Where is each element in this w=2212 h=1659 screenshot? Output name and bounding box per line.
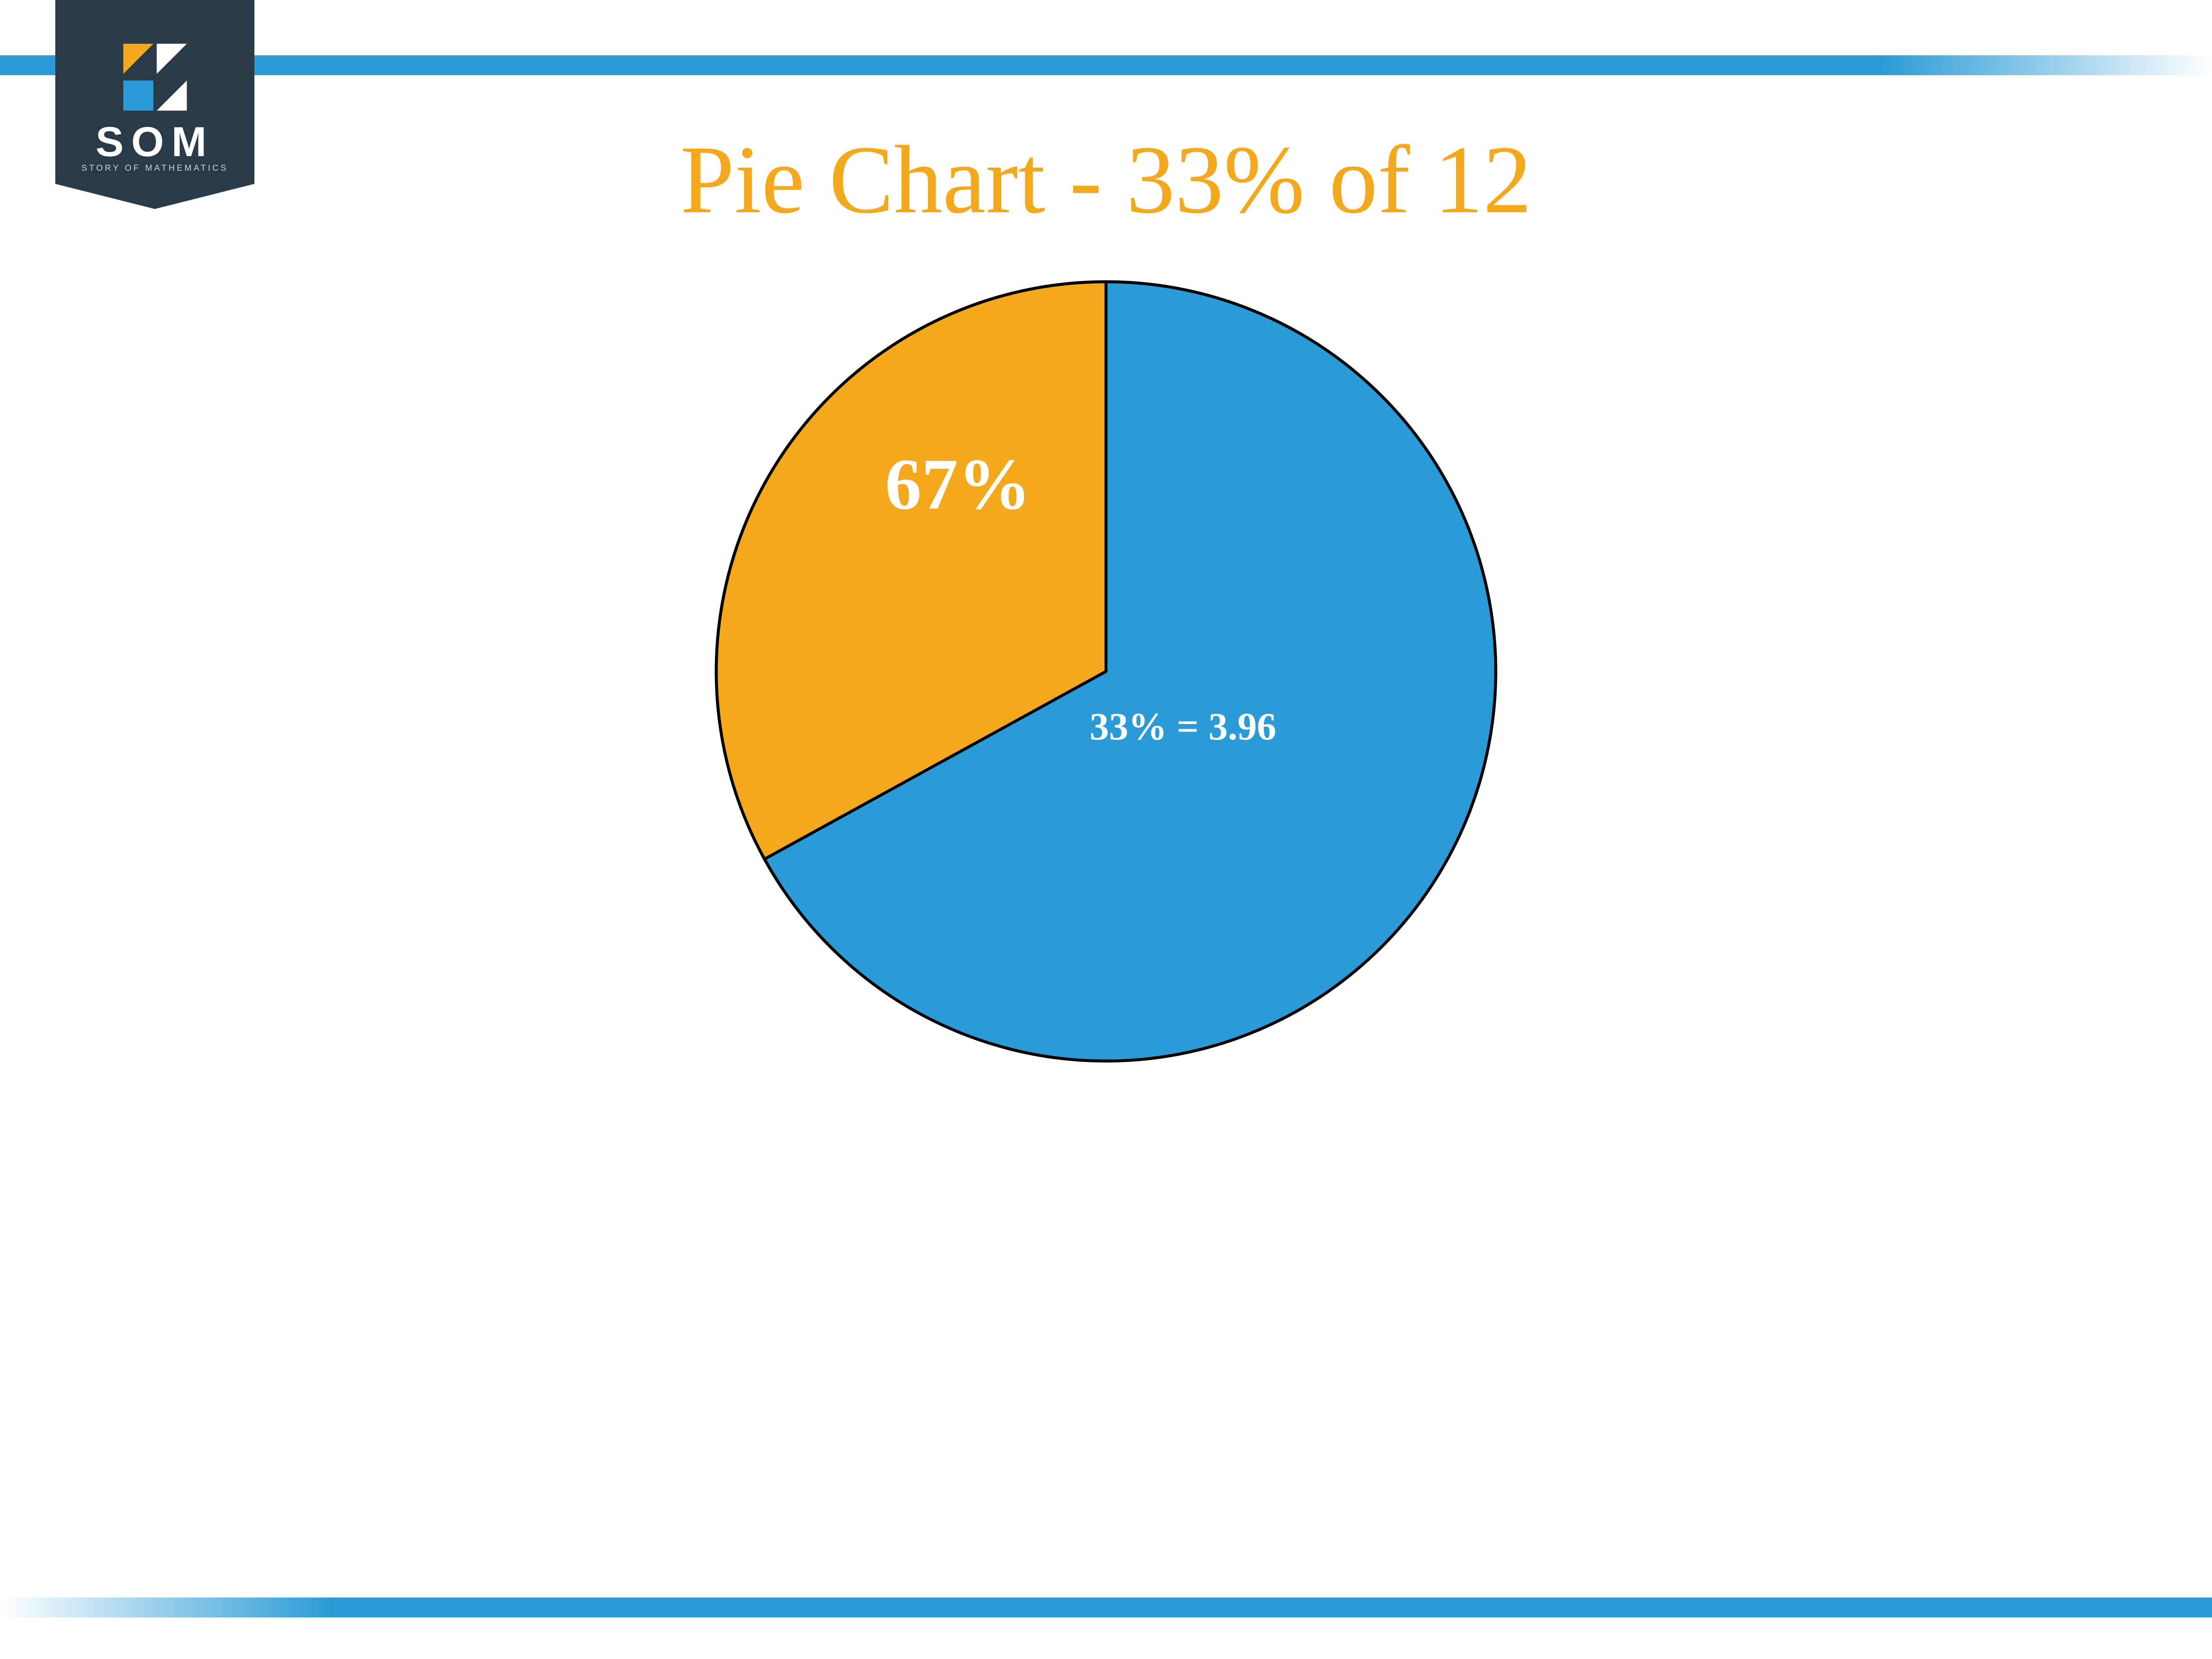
pie-svg [697,262,1515,1080]
brand-title: SOM [96,121,214,163]
logo-shape-tl [123,44,153,74]
top-accent-bar [0,55,2212,75]
brand-subtitle: STORY OF MATHEMATICS [81,164,228,173]
bottom-accent-bar [0,1598,2212,1617]
page-root: SOM STORY OF MATHEMATICS Pie Chart - 33%… [0,0,2212,1659]
slice-label-majority: 67% [885,442,1031,526]
slice-label-minority: 33% = 3.96 [1090,704,1276,749]
logo-shape-bl [123,80,153,111]
pie-chart: 67% 33% = 3.96 [697,262,1515,1080]
logo-shape-tr [157,44,187,74]
brand-badge: SOM STORY OF MATHEMATICS [55,0,254,209]
brand-logo-icon [113,35,197,119]
chart-title: Pie Chart - 33% of 12 [680,124,1532,236]
logo-shape-br [157,80,187,111]
